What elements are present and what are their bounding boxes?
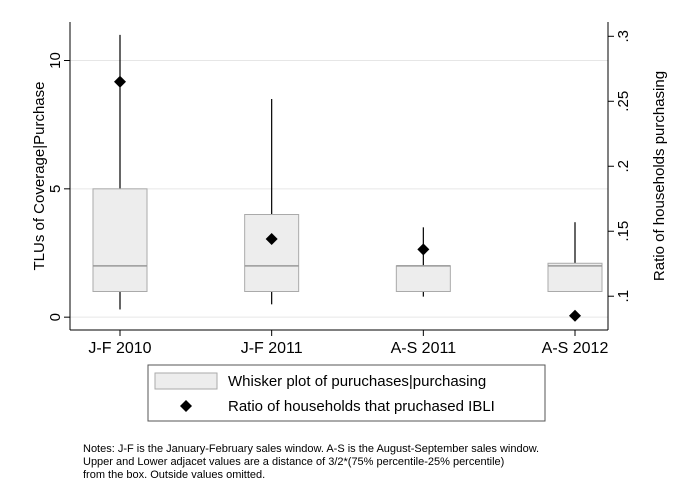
y2-tick-label: .15 (615, 221, 632, 242)
box (92, 188, 148, 292)
marker (265, 233, 278, 246)
y-tick-label: 5 (47, 185, 64, 193)
note: Upper and Lower adjacet values are a dis… (83, 456, 504, 468)
box (395, 265, 451, 293)
box (547, 262, 603, 292)
marker (569, 309, 581, 322)
legend-swatch (154, 372, 218, 390)
legend-label: Ratio of households that pruchased IBLI (228, 398, 495, 415)
y2-tick-label: .1 (615, 290, 632, 303)
box (244, 214, 300, 292)
y-axis-label: TLUs of Coverage|Purchase (31, 82, 48, 271)
y-tick-label: 0 (47, 313, 64, 321)
marker (114, 75, 126, 88)
note: from the box. Outside values omitted. (83, 469, 265, 481)
y2-tick-label: .25 (615, 91, 632, 112)
x-tick-label: J-F 2011 (241, 340, 303, 357)
y2-axis-label: Ratio of households purchasing (651, 71, 668, 281)
x-tick-label: A-S 2012 (542, 340, 609, 357)
legend-swatch (180, 400, 192, 412)
note: Notes: J-F is the January-February sales… (83, 443, 539, 455)
x-tick-label: A-S 2011 (391, 340, 457, 357)
y2-tick-label: .2 (615, 160, 632, 173)
y2-tick-label: .3 (615, 30, 632, 43)
marker (417, 243, 430, 256)
legend-label: Whisker plot of puruchases|purchasing (228, 373, 486, 390)
y-tick-label: 10 (47, 52, 64, 69)
x-tick-label: J-F 2010 (88, 340, 151, 357)
